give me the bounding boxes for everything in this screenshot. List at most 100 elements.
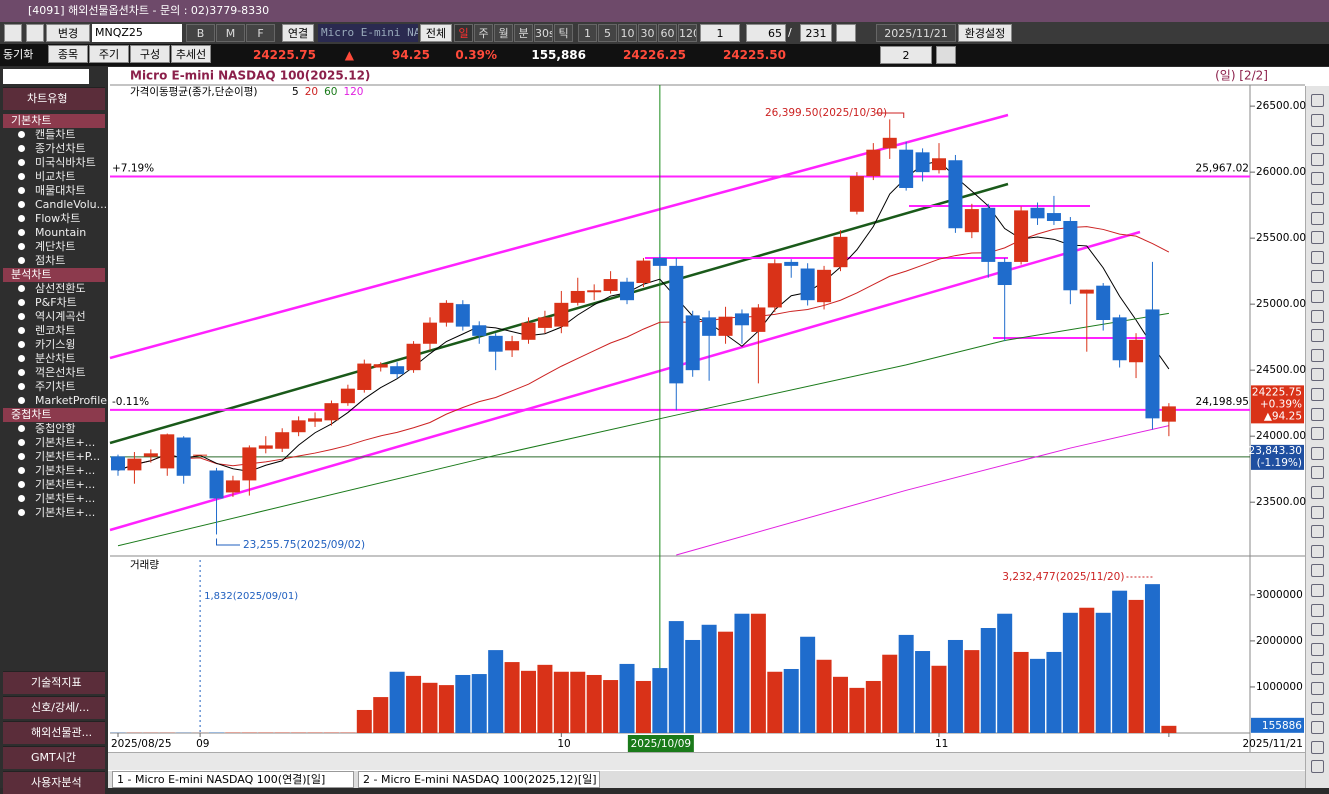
candle-body <box>439 303 453 323</box>
candle-body <box>193 455 207 456</box>
ma5-line <box>118 161 1169 471</box>
volume-bar <box>964 650 979 733</box>
cross-label: 23,843.30 <box>1249 445 1302 457</box>
volume-bar <box>1030 659 1045 733</box>
volume-bar <box>1145 584 1160 733</box>
candle-body <box>390 366 404 374</box>
candle-body <box>669 266 683 384</box>
trend-line <box>110 232 1140 530</box>
volume-bar <box>636 681 651 733</box>
candle-body <box>571 291 585 303</box>
volume-bar <box>734 614 749 733</box>
candle-body <box>702 317 716 335</box>
candle-body <box>866 150 880 176</box>
y-tick-label: 26000.00 <box>1256 166 1306 178</box>
candle-body <box>160 434 174 468</box>
volume-bar <box>849 688 864 733</box>
candle-body <box>932 158 946 170</box>
candle-body <box>604 279 618 291</box>
volume-bar <box>899 635 914 733</box>
legend-entry: 120 <box>343 86 363 98</box>
volume-bar <box>554 672 569 733</box>
volume-bar <box>718 632 733 733</box>
candle-body <box>423 323 437 344</box>
candle-body <box>472 325 486 336</box>
volume-bar <box>1014 652 1029 733</box>
last-price-label: +0.39% <box>1260 398 1302 410</box>
candle-body <box>998 262 1012 285</box>
candle-body <box>1145 309 1159 418</box>
candle-body <box>1031 208 1045 219</box>
volume-bar <box>948 640 963 733</box>
cursor-date: 2025/10/09 <box>631 738 692 750</box>
legend-entry: 20 <box>305 86 318 98</box>
candle-body <box>784 262 798 266</box>
volume-bar <box>669 621 684 733</box>
y-tick-label: 23500.00 <box>1256 496 1306 508</box>
level-label: 24,198.95 <box>1196 396 1249 408</box>
annotation-pointer <box>217 538 240 545</box>
volume-bar <box>833 677 848 733</box>
candle-body <box>308 418 322 421</box>
volume-bar <box>373 697 388 733</box>
candle-body <box>1063 221 1077 290</box>
candle-body <box>1014 210 1028 261</box>
candle-body <box>242 447 256 480</box>
volume-bar <box>1112 591 1127 733</box>
candle-body <box>127 459 141 471</box>
legend-entry: 5 <box>292 86 299 98</box>
candle-body <box>751 307 765 331</box>
candle-body <box>817 270 831 302</box>
candle-body <box>948 160 962 228</box>
volume-bar <box>455 675 470 733</box>
candle-body <box>850 176 864 212</box>
level-pct: +7.19% <box>112 162 154 174</box>
candle-body <box>1162 406 1176 421</box>
candle-body <box>407 344 421 370</box>
volume-bar <box>406 676 421 733</box>
volume-title: 거래량 <box>130 559 159 571</box>
volume-bar <box>767 672 782 733</box>
candle-body <box>833 237 847 267</box>
volume-bar <box>866 681 881 733</box>
level-pct: -0.11% <box>112 396 149 408</box>
last-price-label: ▲94.25 <box>1264 410 1302 422</box>
candle-body <box>981 208 995 262</box>
volume-bar <box>702 625 717 733</box>
y-tick-label: 25500.00 <box>1256 232 1306 244</box>
legend-entry: 60 <box>324 86 337 98</box>
candle-body <box>538 317 552 328</box>
volume-bar <box>751 614 766 733</box>
y-tick-label: 25000.00 <box>1256 298 1306 310</box>
legend-title: 가격이동평균(종가,단순이평) <box>130 85 257 98</box>
x-tick-label: 2025/08/25 <box>111 738 172 750</box>
volume-bar <box>488 650 503 733</box>
volume-bar <box>997 614 1012 733</box>
candle-body <box>735 313 749 325</box>
volume-bar <box>521 671 536 733</box>
volume-bar <box>570 672 585 733</box>
volume-bar <box>817 660 832 733</box>
volume-bar <box>1129 600 1144 733</box>
volume-bar <box>915 651 930 733</box>
volume-bar <box>357 710 372 733</box>
volume-bar <box>603 680 618 733</box>
x-tick-label: 09 <box>196 738 209 750</box>
volume-bar <box>1046 652 1061 733</box>
candle-body <box>965 209 979 232</box>
volume-bar <box>800 637 815 733</box>
candle-body <box>554 303 568 327</box>
candle-body <box>505 341 519 350</box>
candle-body <box>719 317 733 336</box>
volume-bar <box>652 668 667 733</box>
chart-title: Micro E-mini NASDAQ 100(2025.12) <box>130 69 370 83</box>
candle-body <box>226 480 240 492</box>
candle-body <box>1047 213 1061 221</box>
candle-body <box>768 263 782 307</box>
volume-bar <box>1079 608 1094 733</box>
candle-body <box>1080 290 1094 294</box>
volume-bar <box>505 662 520 733</box>
ma60-line <box>118 313 1169 545</box>
